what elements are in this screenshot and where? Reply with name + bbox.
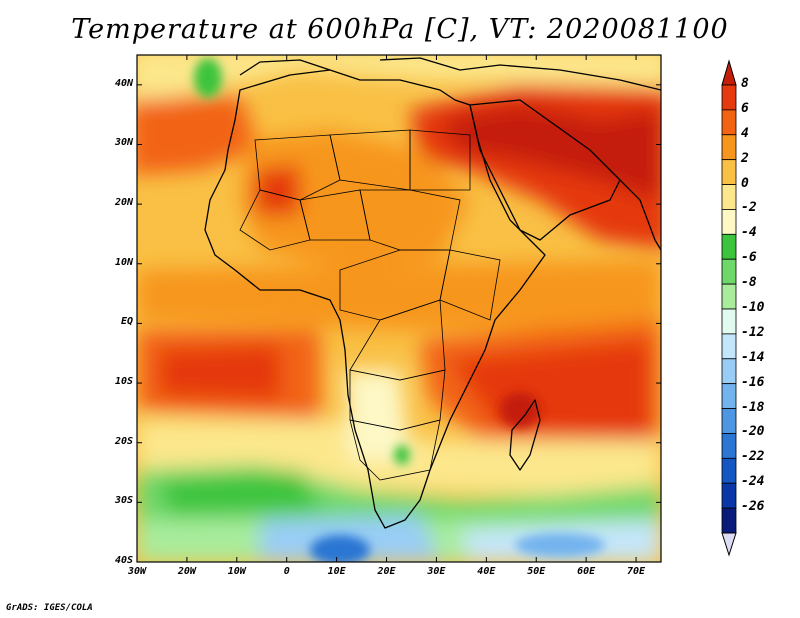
colorbar-segment <box>721 507 737 534</box>
colorbar-label: -18 <box>741 399 765 415</box>
africa-coastline <box>204 69 546 529</box>
colorbar-segment <box>721 457 737 484</box>
lon-tick-label: 20E <box>377 566 396 577</box>
axis-ticks <box>136 55 661 563</box>
india-coastline <box>619 179 661 251</box>
lat-tick-label: EQ <box>120 316 133 328</box>
colorbar-segment <box>721 308 737 335</box>
europe-coastline <box>239 57 661 91</box>
colorbar-segment <box>721 283 737 310</box>
lat-tick-label: 10N <box>114 256 133 268</box>
colorbar-label: -16 <box>741 374 765 390</box>
green-patch-mediterranean <box>194 58 222 98</box>
field-sahara-hot <box>255 165 300 215</box>
colorbar-label: -14 <box>741 349 765 365</box>
border-east-africa <box>439 249 501 321</box>
country-borders <box>239 129 501 481</box>
colorbar-label: -2 <box>741 200 757 216</box>
cold-core-south <box>310 535 370 562</box>
field-kalahari <box>345 370 410 460</box>
colorbar-label: 6 <box>741 100 749 116</box>
colorbar-label: -4 <box>741 225 757 241</box>
field-small-features <box>194 58 605 562</box>
colorbar-label: -20 <box>741 424 765 440</box>
border-egypt-sudan <box>409 129 471 191</box>
colorbar-segment <box>721 209 737 235</box>
field-sahara <box>240 130 470 270</box>
colorbar-label: -6 <box>741 250 757 266</box>
lon-tick-label: 10E <box>327 566 346 577</box>
border-southern-africa <box>349 419 441 481</box>
colorbar-label: -12 <box>741 324 765 340</box>
colorbar-label: 8 <box>741 76 749 91</box>
colorbar-label: 0 <box>741 175 749 191</box>
lon-tick-label: 30E <box>427 566 446 577</box>
colorbar-bottom-triangle <box>721 532 737 557</box>
colorbar-segment <box>721 184 737 210</box>
lat-tick-label: 40N <box>114 77 133 89</box>
colorbar-segment <box>721 134 737 161</box>
green-patch-botswana <box>394 445 410 465</box>
warm-patch-madagascar <box>500 392 540 428</box>
field-mideast-core <box>440 105 660 200</box>
colorbar-segment <box>721 159 737 185</box>
lat-tick-label: 20N <box>114 197 133 209</box>
lat-tick-label: 40S <box>114 555 133 566</box>
border-sahel-west <box>239 189 311 251</box>
lon-tick-label: 70E <box>627 566 646 577</box>
colorbar-label: -10 <box>741 300 765 315</box>
lat-tick-label: 10S <box>114 376 133 388</box>
colorbar-label: -26 <box>741 499 765 515</box>
colorbar <box>721 59 737 557</box>
grads-credit: GrADS: IGES/COLA <box>6 603 93 613</box>
lon-tick-label: 50E <box>527 566 546 577</box>
colorbar-segment <box>721 358 737 385</box>
colorbar-label: 2 <box>741 150 749 166</box>
colorbar-segment <box>721 84 737 111</box>
blue-patch-east <box>515 533 605 557</box>
colorbar-segment <box>721 109 737 136</box>
arabia-coastline <box>469 99 621 241</box>
colorbar-segment <box>721 258 737 285</box>
colorbar-segment <box>721 333 737 360</box>
colorbar-segment <box>721 233 737 260</box>
plot-frame <box>136 54 662 563</box>
colorbar-segment <box>721 408 737 434</box>
lat-tick-label: 30N <box>114 137 133 149</box>
colorbar-segment <box>721 383 737 409</box>
lon-tick-label: 60E <box>577 566 596 577</box>
colorbar-top-triangle <box>721 59 737 86</box>
lon-tick-label: 0 <box>283 566 290 577</box>
madagascar-coastline <box>509 399 541 471</box>
coastlines <box>204 57 661 529</box>
plot-area <box>137 55 661 562</box>
lat-tick-label: 20S <box>114 435 133 447</box>
colorbar-label: -22 <box>741 449 765 465</box>
lon-tick-label: 30W <box>127 566 147 577</box>
field-atlantic-warm-north <box>137 95 260 175</box>
field-indian-core <box>450 340 650 440</box>
lon-tick-label: 20W <box>177 566 196 577</box>
colorbar-label: 4 <box>741 125 749 141</box>
border-sahara <box>254 134 341 201</box>
colorbar-label: -24 <box>741 474 765 490</box>
field-green-core <box>160 470 320 515</box>
lat-tick-label: 30S <box>114 495 133 507</box>
colorbar-label: -8 <box>741 275 757 291</box>
colorbar-segment <box>721 433 737 459</box>
field-equator <box>137 260 660 330</box>
lon-tick-label: 40E <box>477 566 496 577</box>
colorbar-segment <box>721 482 737 509</box>
lon-tick-label: 10W <box>227 566 246 577</box>
chart-title: Temperature at 600hPa [C], VT: 202008110… <box>71 14 729 45</box>
field-satl-core <box>160 345 280 400</box>
